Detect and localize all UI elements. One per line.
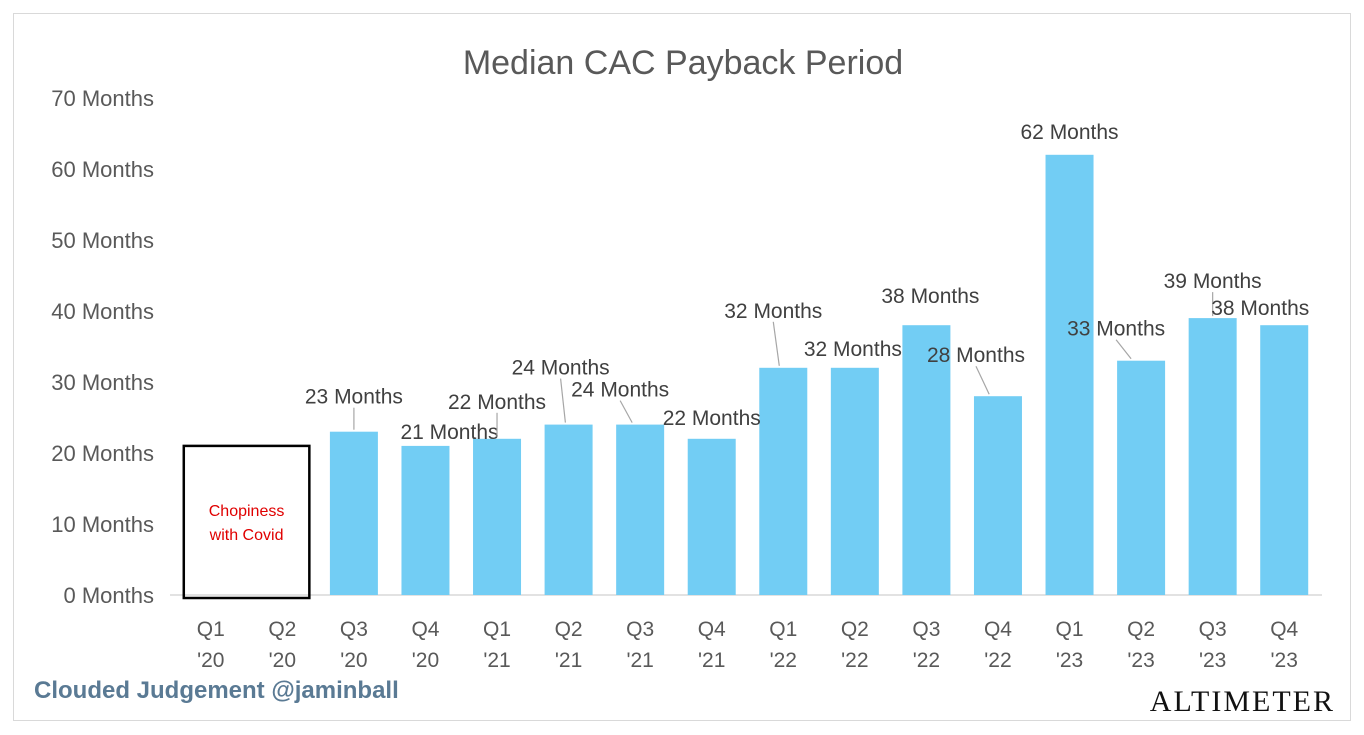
bar bbox=[329, 431, 378, 595]
x-tick-label: Q4 bbox=[1270, 618, 1298, 641]
bar bbox=[1117, 360, 1166, 595]
data-label: 39 Months bbox=[1164, 270, 1262, 293]
x-axis: Q1 '20 Q2 '20 Q3 '20 Q4 '20 Q1 '21 Q2 '21 Q3 '21 Q4 '21… bbox=[197, 618, 1299, 672]
x-tick-label: '21 bbox=[698, 649, 725, 672]
x-tick-label: '21 bbox=[555, 649, 582, 672]
credit-text: Clouded Judgement @jaminball bbox=[34, 677, 399, 704]
x-tick-label: '21 bbox=[626, 649, 653, 672]
y-axis: 0 Months 10 Months 20 Months 30 Months 40 Mo… bbox=[51, 86, 154, 608]
x-tick-label: Q2 bbox=[268, 618, 296, 641]
data-label: 38 Months bbox=[881, 285, 979, 308]
data-label: 28 Months bbox=[927, 344, 1025, 367]
x-tick-label: '20 bbox=[412, 649, 439, 672]
bar bbox=[473, 438, 522, 595]
y-tick-label: 70 Months bbox=[51, 86, 154, 111]
x-tick-label: Q4 bbox=[698, 618, 726, 641]
data-label: 21 Months bbox=[400, 421, 498, 444]
label-leader-line bbox=[772, 321, 780, 366]
y-tick-label: 20 Months bbox=[51, 441, 154, 466]
x-tick-label: Q1 bbox=[1056, 618, 1084, 641]
x-tick-label: Q4 bbox=[984, 618, 1012, 641]
data-label: 32 Months bbox=[724, 300, 822, 323]
annotation-box bbox=[182, 444, 311, 600]
x-tick-label: '20 bbox=[269, 649, 296, 672]
x-tick-label: Q1 bbox=[197, 618, 225, 641]
bar bbox=[401, 445, 450, 595]
x-tick-label: Q3 bbox=[340, 618, 368, 641]
chart-frame bbox=[13, 13, 1351, 721]
data-label: 24 Months bbox=[571, 379, 669, 402]
covid-annotation: Chopiness with Covid bbox=[182, 444, 311, 600]
x-tick-label: '23 bbox=[1056, 649, 1083, 672]
y-tick-label: 30 Months bbox=[51, 370, 154, 395]
x-tick-label: '23 bbox=[1271, 649, 1298, 672]
x-tick-label: '22 bbox=[913, 649, 940, 672]
x-tick-label: '23 bbox=[1199, 649, 1226, 672]
x-tick-label: '21 bbox=[483, 649, 510, 672]
annotation-text: Chopiness bbox=[209, 503, 285, 520]
bar bbox=[759, 367, 808, 595]
y-tick-label: 50 Months bbox=[51, 228, 154, 253]
label-leader-line bbox=[975, 365, 990, 395]
altimeter-logo: ALTIMETER bbox=[1150, 685, 1335, 718]
y-tick-label: 40 Months bbox=[51, 299, 154, 324]
x-tick-label: '22 bbox=[841, 649, 868, 672]
x-tick-label: Q2 bbox=[1127, 618, 1155, 641]
data-label: 38 Months bbox=[1211, 297, 1309, 320]
data-label: 33 Months bbox=[1067, 318, 1165, 341]
x-tick-label: '23 bbox=[1127, 649, 1154, 672]
x-tick-label: '20 bbox=[340, 649, 367, 672]
x-tick-label: Q1 bbox=[483, 618, 511, 641]
y-tick-label: 10 Months bbox=[51, 512, 154, 537]
bar bbox=[1188, 318, 1237, 595]
bar bbox=[902, 325, 951, 595]
x-tick-label: '22 bbox=[770, 649, 797, 672]
bar bbox=[616, 424, 665, 595]
bar bbox=[830, 367, 879, 595]
x-tick-label: Q3 bbox=[912, 618, 940, 641]
bars bbox=[329, 154, 1309, 596]
x-tick-label: Q1 bbox=[769, 618, 797, 641]
label-leader-line bbox=[559, 378, 566, 423]
data-label: 23 Months bbox=[305, 386, 403, 409]
bar bbox=[973, 396, 1022, 595]
y-tick-label: 60 Months bbox=[51, 157, 154, 182]
annotation-text: with Covid bbox=[209, 527, 284, 544]
y-tick-label: 0 Months bbox=[64, 583, 155, 608]
x-tick-label: Q3 bbox=[626, 618, 654, 641]
x-tick-label: Q3 bbox=[1199, 618, 1227, 641]
data-label: 22 Months bbox=[663, 407, 761, 430]
data-label: 62 Months bbox=[1021, 121, 1119, 144]
x-tick-label: '22 bbox=[984, 649, 1011, 672]
x-tick-label: '20 bbox=[197, 649, 224, 672]
bar bbox=[1260, 325, 1309, 595]
x-tick-label: Q2 bbox=[555, 618, 583, 641]
bar bbox=[1045, 154, 1094, 596]
bar bbox=[544, 424, 593, 595]
chart-title: Median CAC Payback Period bbox=[463, 44, 903, 82]
x-tick-label: Q4 bbox=[411, 618, 439, 641]
label-leader-line bbox=[619, 400, 633, 423]
x-tick-label: Q2 bbox=[841, 618, 869, 641]
bar bbox=[687, 438, 736, 595]
label-leader-line bbox=[1115, 339, 1132, 360]
data-label: 22 Months bbox=[448, 391, 546, 414]
data-label: 32 Months bbox=[804, 338, 902, 361]
data-label: 24 Months bbox=[512, 357, 610, 380]
